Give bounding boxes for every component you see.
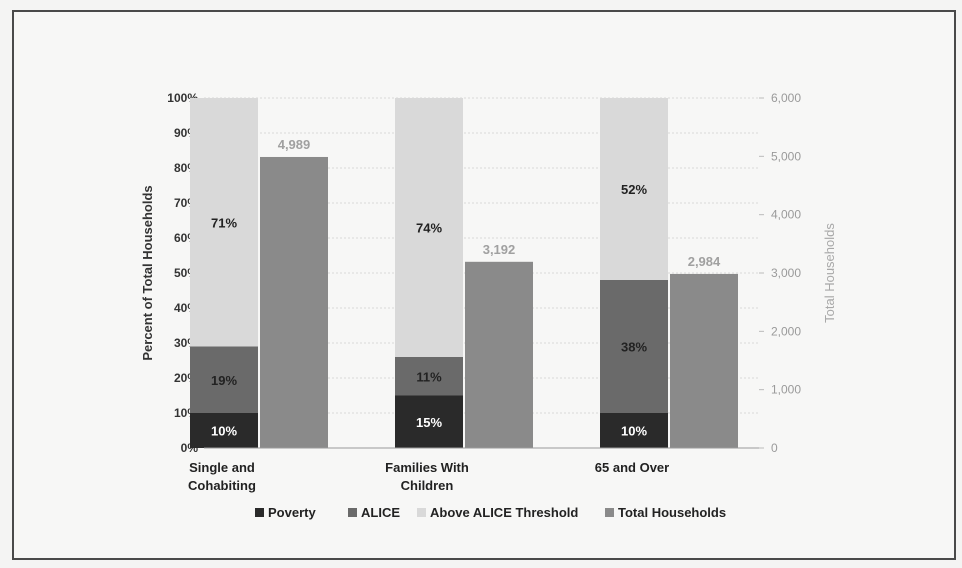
bar-poverty [395,395,463,448]
y-right-tick-label: 2,000 [771,324,801,338]
bar-above-alice-threshold [600,98,668,280]
bar-poverty [190,413,258,448]
households-chart: 0%10%20%30%40%50%60%70%80%90%100%01,0002… [140,91,837,520]
segment-data-label: 19% [211,373,237,388]
segment-data-label: 11% [416,369,442,384]
legend-label: Total Households [618,505,726,520]
segment-data-label: 74% [416,221,442,236]
legend-swatch [417,508,426,517]
y-right-axis-title: Total Households [822,223,837,323]
segment-data-label: 52% [621,182,647,197]
bar-above-alice-threshold [395,98,463,357]
legend-label: ALICE [361,505,400,520]
y-right-tick-label: 0 [771,441,778,455]
bar-total-households [670,273,738,448]
bar-total-households [465,261,533,448]
segment-data-label: 71% [211,215,237,230]
bar-poverty [600,413,668,448]
bar-alice [395,357,463,396]
segment-data-label: 15% [416,415,442,430]
legend-swatch [255,508,264,517]
x-category-label: Single and [189,460,255,475]
x-category-label: 65 and Over [595,460,669,475]
segment-data-label: 38% [621,340,647,355]
legend-label: Poverty [268,505,316,520]
bar-alice [190,346,258,413]
total-data-label: 2,984 [688,254,721,269]
bar-alice [600,280,668,413]
legend-swatch [605,508,614,517]
segment-data-label: 10% [211,424,237,439]
bar-above-alice-threshold [190,98,258,347]
y-right-tick-label: 1,000 [771,383,801,397]
y-right-tick-label: 6,000 [771,91,801,105]
x-category-label: Children [401,478,454,493]
total-data-label: 4,989 [278,137,311,152]
y-left-axis-title: Percent of Total Households [140,185,155,360]
y-right-tick-label: 5,000 [771,149,801,163]
x-category-label: Families With [385,460,469,475]
chart-frame: 0% 10% 20% 30% 40% 50% 60% 70% 80% 90% 100% 0 1,000 2… [12,10,956,560]
y-right-tick-label: 4,000 [771,208,801,222]
y-right-tick-label: 3,000 [771,266,801,280]
legend-swatch [348,508,357,517]
segment-data-label: 10% [621,424,647,439]
legend-label: Above ALICE Threshold [430,505,578,520]
total-data-label: 3,192 [483,242,516,257]
x-category-label: Cohabiting [188,478,256,493]
bar-total-households [260,156,328,448]
